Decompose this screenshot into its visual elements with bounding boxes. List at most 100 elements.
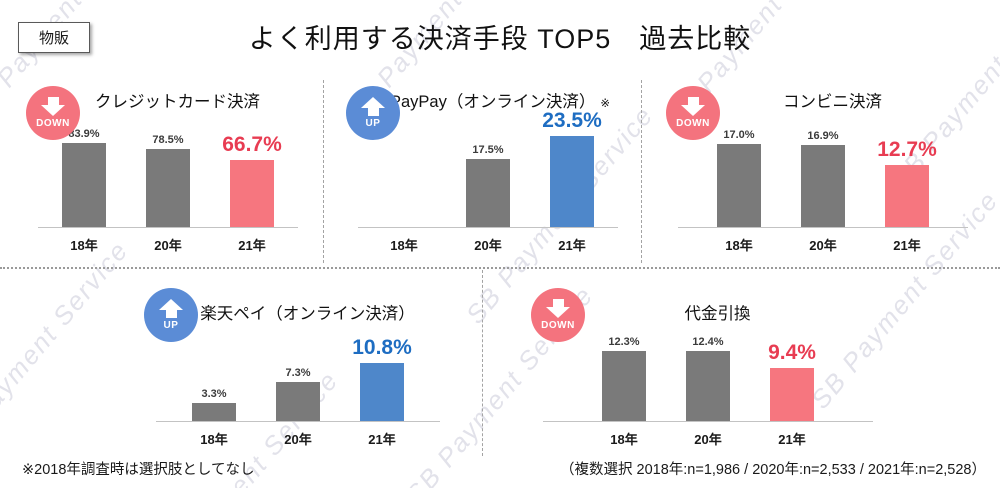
bar-slot: 7.3% (256, 367, 340, 421)
trend-badge-label: DOWN (541, 320, 575, 331)
bar-slot: 17.5% (446, 144, 530, 227)
year-label: 18年 (610, 432, 638, 447)
bar-value-label: 16.9% (807, 129, 839, 142)
year-label: 20年 (474, 238, 502, 253)
chart-convenience-store: DOWN コンビニ決済 17.0% 16.9% 12.7% 18年 20年 21年 (650, 78, 990, 258)
bar (62, 143, 106, 227)
bar-slot: 78.5% (126, 133, 210, 227)
trend-badge: UP (346, 86, 400, 140)
bar (770, 367, 814, 421)
bar-value-label: 12.3% (608, 336, 640, 349)
year-label: 21年 (558, 238, 586, 253)
chart-title: コンビニ決済 (783, 93, 882, 111)
bar-value-label: 10.8% (352, 336, 412, 359)
chart-cash-on-delivery: DOWN 代金引換 12.3% 12.4% 9.4% 18年 20年 21年 (515, 280, 895, 452)
bar-slot: 3.3% (172, 388, 256, 421)
bar-slot: 16.9% (781, 130, 865, 227)
trend-arrow-icon (681, 97, 705, 116)
bar (466, 159, 510, 227)
chart-title: クレジットカード決済 (95, 93, 260, 111)
bar (230, 160, 274, 227)
bar-slot: 12.3% (582, 336, 666, 421)
trend-badge-label: DOWN (36, 118, 70, 129)
chart-rakuten-pay: UP 楽天ペイ（オンライン決済） 3.3% 7.3% 10.8% 18年 20年 21年 (128, 280, 462, 452)
bar-slot: 12.4% (666, 336, 750, 421)
trend-badge: DOWN (26, 86, 80, 140)
bar-value-label: 12.7% (877, 138, 937, 162)
plot-area: 3.3% 7.3% 10.8% (156, 326, 440, 422)
plot-area: 17.0% 16.9% 12.7% (678, 129, 968, 228)
year-label: 21年 (778, 432, 806, 447)
bar-slot: 17.0% (697, 129, 781, 227)
bar-slot: 12.7% (865, 138, 949, 227)
year-label: 18年 (70, 238, 98, 253)
trend-arrow-icon (41, 97, 65, 116)
year-label: 20年 (154, 238, 182, 253)
bar-value-label: 12.4% (692, 335, 724, 348)
trend-arrow-icon (361, 97, 385, 116)
chart-credit-card: DOWN クレジットカード決済 83.9% 78.5% 66.7% 18年 20年 21… (10, 78, 320, 258)
year-label: 21年 (368, 432, 396, 447)
year-label: 18年 (390, 238, 418, 253)
trend-badge-label: UP (365, 118, 381, 129)
trend-badge-label: DOWN (676, 118, 710, 129)
page-title: よく利用する決済手段 TOP5 過去比較 (248, 24, 752, 54)
bar-slot: 66.7% (210, 133, 294, 227)
chart-title: 代金引換 (684, 305, 751, 323)
divider-vertical-3 (482, 270, 483, 456)
bar-slot: 23.5% (530, 109, 614, 227)
bar (602, 351, 646, 421)
bar-slot: 9.4% (750, 341, 834, 421)
trend-arrow-icon (159, 299, 183, 318)
x-axis-labels: 18年 20年 21年 (38, 235, 298, 254)
plot-area: 12.3% 12.4% 9.4% (543, 326, 873, 422)
bar-value-label: 7.3% (285, 366, 311, 379)
trend-badge: UP (144, 288, 198, 342)
bar-value-label: 78.5% (152, 133, 184, 146)
bar-slot: 83.9% (42, 128, 126, 227)
chart-paypay: UP PayPay（オンライン決済） ※ 17.5% 23.5% 18年 20年 21年 (330, 78, 640, 258)
bar-slot: 10.8% (340, 336, 424, 421)
year-label: 18年 (200, 432, 228, 447)
bar (192, 403, 236, 421)
footnote-right: （複数選択 2018年:n=1,986 / 2020年:n=2,533 / 20… (559, 462, 986, 478)
divider-horizontal (0, 267, 1000, 269)
bar-value-label: 9.4% (768, 340, 816, 364)
bar (801, 144, 845, 227)
bar-value-label: 17.5% (472, 144, 504, 157)
divider-vertical-1 (323, 80, 324, 263)
footnote-left: ※2018年調査時は選択肢としてなし (22, 462, 255, 478)
bar (146, 148, 190, 227)
bar-value-label: 66.7% (222, 133, 282, 157)
x-axis-labels: 18年 20年 21年 (543, 429, 873, 448)
watermark-text: SB Payment Service (0, 234, 135, 465)
trend-arrow-icon (546, 299, 570, 318)
bar (885, 165, 929, 227)
bar-value-label: 23.5% (542, 108, 602, 132)
bar-value-label: 83.9% (68, 128, 100, 141)
plot-area: 83.9% 78.5% 66.7% (38, 128, 298, 228)
year-label: 18年 (725, 238, 753, 253)
bar (550, 135, 594, 227)
bar (276, 381, 320, 421)
trend-badge-label: UP (163, 320, 179, 331)
divider-vertical-2 (641, 80, 642, 263)
year-label: 21年 (893, 238, 921, 253)
x-axis-labels: 18年 20年 21年 (358, 235, 618, 254)
chart-title: PayPay（オンライン決済） ※ (389, 93, 610, 111)
year-label: 20年 (284, 432, 312, 447)
year-label: 20年 (809, 238, 837, 253)
bar-value-label: 17.0% (723, 129, 755, 142)
bar (717, 144, 761, 227)
x-axis-labels: 18年 20年 21年 (156, 429, 440, 448)
category-badge: 物販 (18, 22, 91, 53)
trend-badge: DOWN (666, 86, 720, 140)
plot-area: 17.5% 23.5% (358, 109, 618, 228)
year-label: 21年 (238, 238, 266, 253)
bar (686, 350, 730, 421)
trend-badge: DOWN (531, 288, 585, 342)
bar-value-label: 3.3% (201, 388, 227, 401)
year-label: 20年 (694, 432, 722, 447)
x-axis-labels: 18年 20年 21年 (678, 235, 968, 254)
